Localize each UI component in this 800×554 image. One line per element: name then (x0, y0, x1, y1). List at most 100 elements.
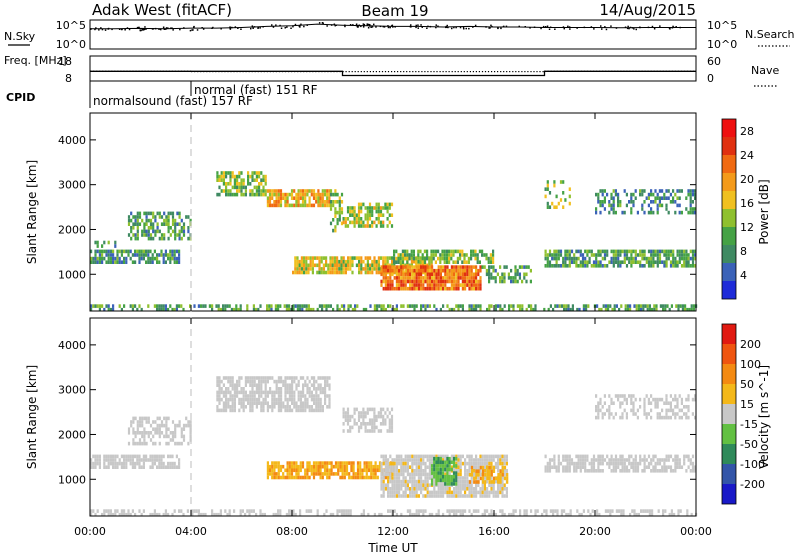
power-cell (559, 249, 563, 254)
power-cell (439, 256, 442, 261)
velocity-cell (160, 420, 164, 424)
power-cell (132, 233, 135, 237)
velocity-cell (617, 465, 620, 469)
velocity-cell (362, 418, 365, 422)
power-cell (279, 192, 283, 197)
velocity-cell (519, 509, 522, 513)
power-cell (444, 265, 447, 269)
power-cell (160, 215, 164, 219)
velocity-cell (488, 465, 491, 470)
velocity-cell (676, 465, 679, 469)
velocity-cell (512, 512, 515, 517)
power-cell (413, 272, 416, 277)
velocity-cell (435, 454, 438, 459)
power-cell (568, 249, 571, 254)
velocity-cell (365, 461, 368, 465)
velocity-cell (548, 458, 552, 462)
velocity-cell (92, 509, 95, 513)
power-cell (546, 256, 549, 261)
velocity-cell (400, 469, 403, 473)
velocity-cell (656, 412, 659, 416)
noise-sample (567, 25, 569, 28)
velocity-cell (171, 434, 175, 439)
power-cell (375, 263, 378, 268)
velocity-cell (341, 461, 344, 465)
power-cell (689, 210, 692, 215)
velocity-cell (162, 512, 165, 517)
velocity-cell (658, 461, 662, 466)
power-cell (326, 196, 329, 200)
power-cell (548, 249, 552, 254)
velocity-cell (508, 512, 511, 517)
noise-sample (497, 27, 499, 29)
noise-sample (355, 23, 358, 25)
noise-sample (367, 27, 370, 29)
velocity-cell (231, 405, 234, 409)
power-cell (253, 192, 256, 197)
velocity-cell (365, 472, 368, 476)
power-cell (557, 201, 560, 206)
velocity-cell (379, 422, 383, 426)
nave-sample (159, 70, 161, 72)
velocity-cell (142, 465, 145, 469)
velocity-cell (158, 465, 161, 469)
power-cell (311, 259, 314, 264)
power-cell (96, 260, 99, 264)
noise-sample (653, 28, 656, 30)
power-cell (262, 189, 265, 193)
power-cell (180, 304, 183, 308)
power-cell (472, 253, 475, 257)
velocity-cell (376, 475, 379, 480)
power-cell (298, 267, 301, 271)
velocity-cell (599, 408, 602, 413)
power-cell (691, 253, 695, 257)
power-cell (575, 260, 578, 264)
power-cell (461, 249, 464, 254)
power-cell (553, 249, 556, 254)
velocity-cell (610, 401, 613, 405)
power-cell (285, 304, 288, 308)
power-cell (138, 215, 142, 219)
noise-sample (344, 25, 346, 28)
noise-sample (605, 28, 608, 31)
velocity-cell (422, 487, 425, 491)
nave-sample (533, 71, 535, 73)
velocity-cell (225, 408, 228, 413)
power-cell (355, 217, 358, 221)
velocity-cell (459, 483, 462, 487)
power-cell (614, 260, 618, 264)
power-cell (488, 272, 491, 277)
velocity-cell (284, 468, 287, 473)
velocity-cell (404, 494, 407, 498)
velocity-cell (619, 458, 622, 462)
power-cell (175, 260, 178, 264)
velocity-cell (477, 461, 480, 466)
power-cell (358, 256, 361, 260)
velocity-cell (152, 441, 155, 446)
power-cell (134, 233, 137, 237)
power-cell (101, 304, 104, 308)
noise-sample (628, 27, 630, 30)
power-cell (516, 272, 519, 277)
velocity-cell (459, 490, 462, 495)
power-cell (683, 264, 686, 268)
nave-sample (565, 70, 567, 72)
power-cell (371, 263, 374, 268)
power-cell (158, 260, 161, 264)
power-cell (546, 260, 549, 264)
power-cell (450, 279, 453, 284)
velocity-cell (324, 376, 327, 380)
velocity-cell (395, 458, 398, 462)
power-cell (112, 256, 115, 261)
power-cell (169, 226, 172, 230)
power-cell (220, 178, 223, 182)
power-cell (563, 304, 566, 308)
power-cell (433, 276, 436, 280)
power-cell (340, 192, 344, 197)
noise-sample (100, 27, 102, 29)
velocity-cell (475, 465, 478, 469)
power-cell (645, 196, 648, 200)
power-cell (368, 217, 372, 221)
power-cell (395, 260, 398, 264)
velocity-cell (167, 465, 170, 469)
